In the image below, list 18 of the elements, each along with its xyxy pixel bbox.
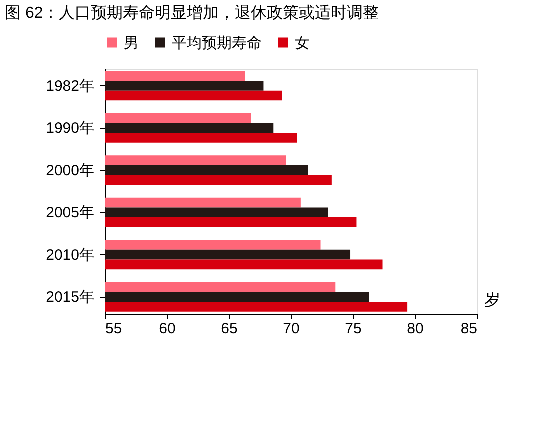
chart-title: 图 62：人口预期寿命明显增加，退休政策或适时调整 xyxy=(5,4,380,22)
x-tick-label: 75 xyxy=(345,320,362,338)
x-axis-title: 岁 xyxy=(484,292,500,310)
legend-label: 平均预期寿命 xyxy=(172,34,262,52)
x-tick-label: 70 xyxy=(283,320,300,338)
y-tick-label: 1990年 xyxy=(46,120,94,138)
y-tick-label: 2005年 xyxy=(46,204,94,222)
y-tick-label: 2015年 xyxy=(46,289,94,306)
x-tick-label: 55 xyxy=(106,320,122,338)
x-tick-label: 65 xyxy=(221,320,238,338)
x-tick-label: 60 xyxy=(159,320,176,338)
y-tick-label: 2010年 xyxy=(46,246,94,264)
y-tick-label: 1982年 xyxy=(46,78,94,95)
x-tick-label: 85 xyxy=(460,320,478,338)
legend-label: 女 xyxy=(295,34,310,52)
legend-label: 男 xyxy=(124,34,139,52)
x-tick-label: 80 xyxy=(407,320,424,338)
y-tick-label: 2000年 xyxy=(46,162,94,180)
